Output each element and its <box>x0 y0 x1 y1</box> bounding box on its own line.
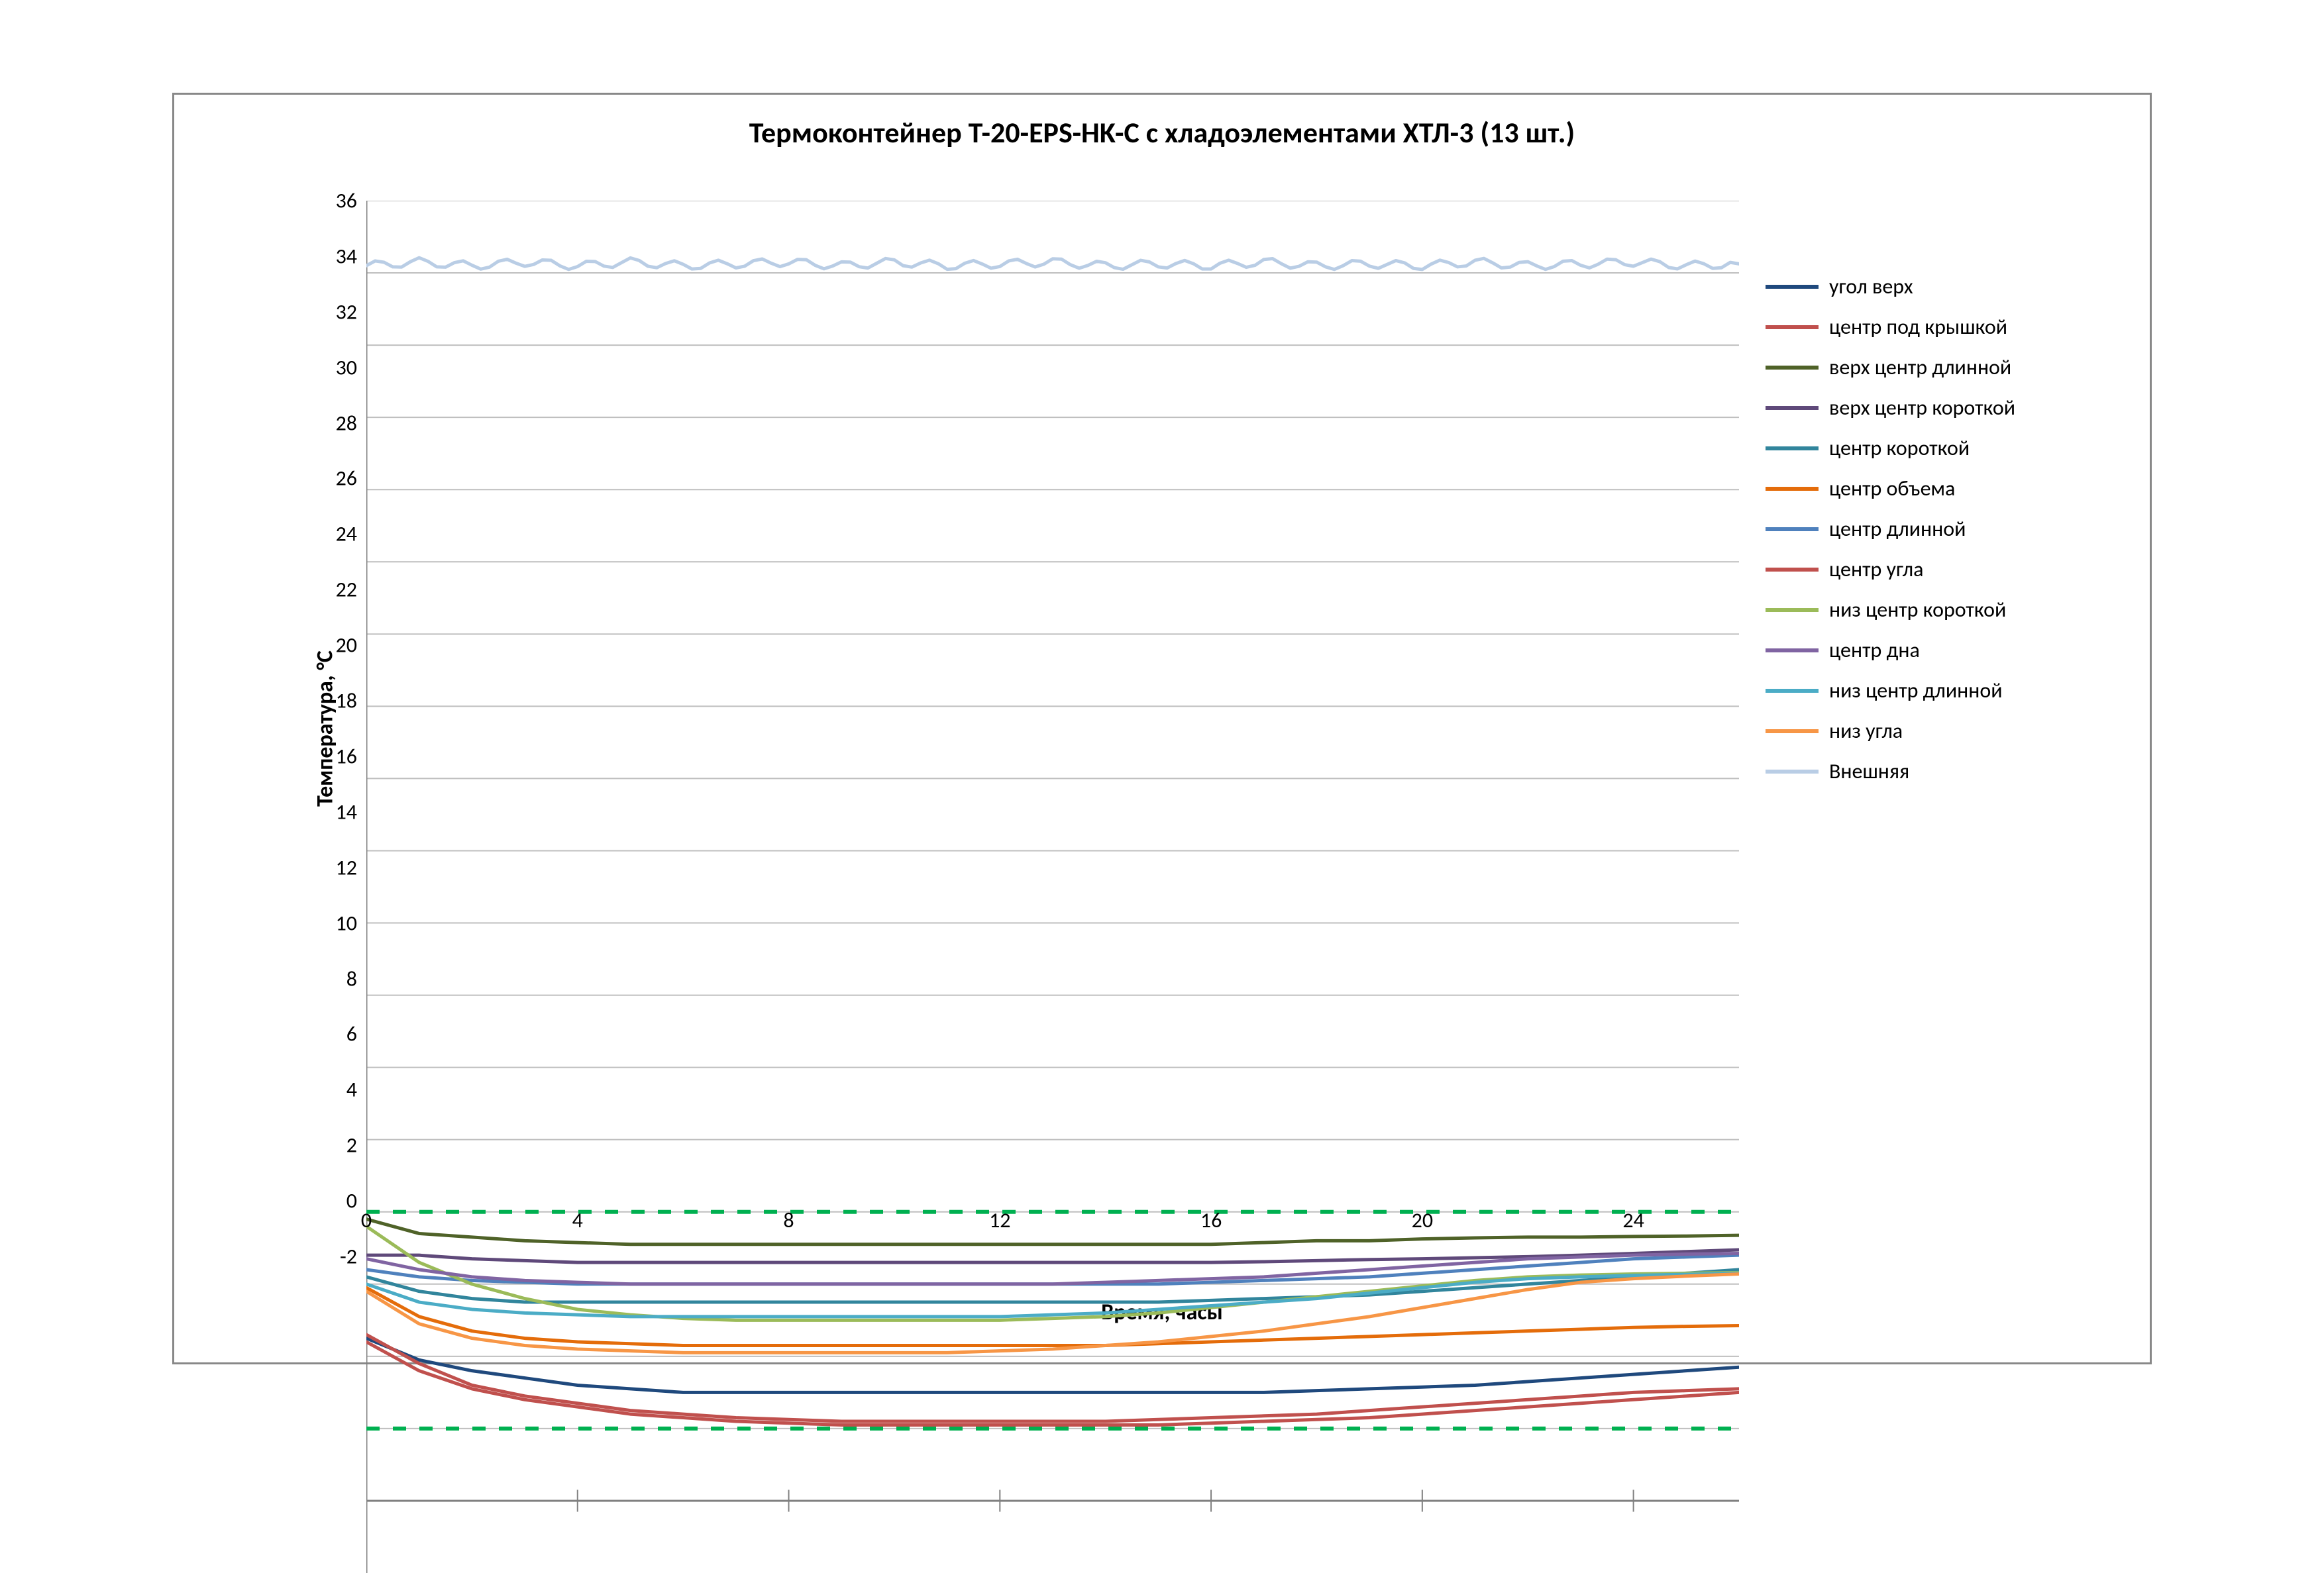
x-tick-label: 16 <box>1200 1207 1222 1233</box>
legend-label: центр длинной <box>1829 516 1966 542</box>
y-tick-label: 6 <box>346 1021 357 1047</box>
y-tick-label: 20 <box>336 633 357 658</box>
legend-label: центр угла <box>1829 556 1923 582</box>
legend-item: центр объема <box>1766 476 2110 501</box>
y-tick-label: 2 <box>346 1133 357 1158</box>
legend-item: центр длинной <box>1766 516 2110 542</box>
series-line-12 <box>366 258 1739 270</box>
legend-item: низ центр длинной <box>1766 678 2110 703</box>
legend-label: центр короткой <box>1829 435 1970 461</box>
y-tick-label: 16 <box>336 743 357 769</box>
y-tick-label: 12 <box>336 854 357 880</box>
legend-label: низ угла <box>1829 718 1903 744</box>
y-tick-label: 28 <box>336 410 357 436</box>
y-tick-label: 0 <box>346 1188 357 1214</box>
y-tick-label: 36 <box>336 188 357 214</box>
plot-wrap: -2024681012141618202224262830323436 0481… <box>366 201 1739 1256</box>
plot-area <box>366 201 1739 1573</box>
legend-item: угол верх <box>1766 274 2110 299</box>
chart-frame: Термоконтейнер Т-20-EPS-HK-С с хладоэлем… <box>172 93 2152 1364</box>
legend-item: центр угла <box>1766 556 2110 582</box>
y-tick-label: 30 <box>336 354 357 380</box>
y-axis-label: Температура, °С <box>311 650 339 807</box>
x-tick-label: 12 <box>989 1207 1010 1233</box>
y-tick-label: 24 <box>336 521 357 547</box>
legend-swatch <box>1766 406 1819 410</box>
y-tick-label: 10 <box>336 910 357 936</box>
legend-label: Внешняя <box>1829 758 1909 784</box>
y-tick-label: 34 <box>336 243 357 269</box>
legend-label: угол верх <box>1829 274 1913 299</box>
legend: угол верх центр под крышкой верх центр дли… <box>1766 274 2110 799</box>
legend-swatch <box>1766 608 1819 612</box>
legend-label: низ центр короткой <box>1829 597 2006 623</box>
chart-title: Термоконтейнер Т-20-EPS-HK-С с хладоэлем… <box>174 95 2150 150</box>
legend-label: центр под крышкой <box>1829 314 2007 340</box>
y-tick-label: 22 <box>336 577 357 603</box>
series-line-8 <box>366 1227 1739 1321</box>
legend-item: центр под крышкой <box>1766 314 2110 340</box>
x-tick-label: 0 <box>361 1207 372 1233</box>
legend-swatch <box>1766 648 1819 652</box>
legend-label: центр дна <box>1829 637 1920 663</box>
series-line-3 <box>366 1250 1739 1262</box>
y-tick-label: -2 <box>340 1244 357 1270</box>
legend-swatch <box>1766 568 1819 572</box>
y-tick-label: 32 <box>336 299 357 325</box>
legend-item: центр дна <box>1766 637 2110 663</box>
series-line-5 <box>366 1288 1739 1345</box>
legend-swatch <box>1766 285 1819 289</box>
legend-item: низ угла <box>1766 718 2110 744</box>
series-line-10 <box>366 1273 1739 1316</box>
legend-item: Внешняя <box>1766 758 2110 784</box>
legend-swatch <box>1766 689 1819 693</box>
legend-label: низ центр длинной <box>1829 678 2003 703</box>
x-tick-label: 24 <box>1622 1207 1644 1233</box>
legend-swatch <box>1766 366 1819 370</box>
legend-item: верх центр длинной <box>1766 354 2110 380</box>
legend-swatch <box>1766 325 1819 329</box>
legend-item: низ центр короткой <box>1766 597 2110 623</box>
y-tick-label: 4 <box>346 1077 357 1103</box>
y-tick-label: 18 <box>336 688 357 714</box>
legend-swatch <box>1766 770 1819 774</box>
y-tick-label: 26 <box>336 466 357 491</box>
x-tick-label: 20 <box>1412 1207 1433 1233</box>
y-tick-label: 14 <box>336 799 357 825</box>
legend-label: верх центр короткой <box>1829 395 2015 421</box>
legend-swatch <box>1766 487 1819 491</box>
x-tick-label: 8 <box>783 1207 794 1233</box>
legend-label: верх центр длинной <box>1829 354 2011 380</box>
x-tick-label: 4 <box>572 1207 583 1233</box>
legend-swatch <box>1766 729 1819 733</box>
legend-swatch <box>1766 446 1819 450</box>
page: Термоконтейнер Т-20-EPS-HK-С с хладоэлем… <box>0 0 2324 1457</box>
legend-label: центр объема <box>1829 476 1955 501</box>
y-tick-label: 8 <box>346 966 357 991</box>
series-line-4 <box>366 1270 1739 1302</box>
legend-item: верх центр короткой <box>1766 395 2110 421</box>
legend-item: центр короткой <box>1766 435 2110 461</box>
legend-swatch <box>1766 527 1819 531</box>
